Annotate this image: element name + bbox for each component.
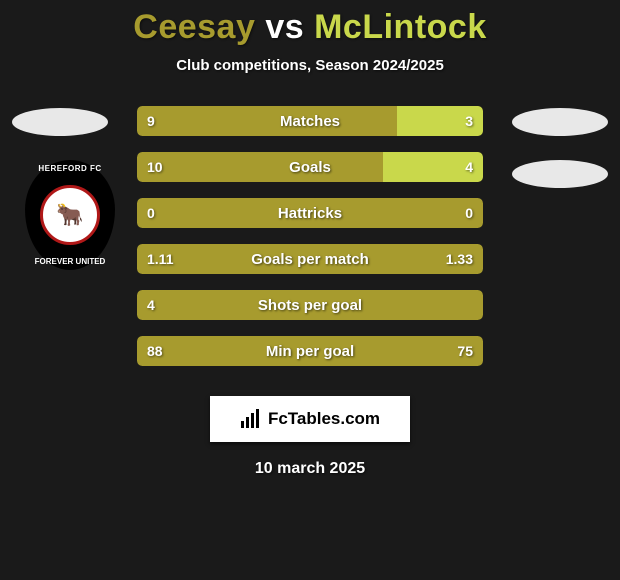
club-crest: HEREFORD FC 🐂 FOREVER UNITED	[25, 160, 115, 270]
stat-label: Shots per goal	[137, 290, 483, 320]
stat-row: 8875Min per goal	[137, 336, 483, 366]
comparison-stage: HEREFORD FC 🐂 FOREVER UNITED 93Matches 10…	[0, 94, 620, 394]
player1-name: Ceesay	[133, 8, 255, 46]
player1-placeholder-ellipse	[12, 108, 108, 136]
crest-top-text: HEREFORD FC	[25, 164, 115, 173]
crest-shield: HEREFORD FC 🐂 FOREVER UNITED	[25, 160, 115, 270]
stat-label: Min per goal	[137, 336, 483, 366]
date-text: 10 march 2025	[0, 460, 620, 478]
comparison-title: Ceesay vs McLintock	[0, 0, 620, 47]
stat-label: Goals	[137, 152, 483, 182]
player2-placeholder-ellipse-2	[512, 160, 608, 188]
vs-text: vs	[265, 8, 304, 46]
stat-label: Matches	[137, 106, 483, 136]
stat-label: Goals per match	[137, 244, 483, 274]
stat-row: 4Shots per goal	[137, 290, 483, 320]
subtitle: Club competitions, Season 2024/2025	[0, 57, 620, 74]
stat-label: Hattricks	[137, 198, 483, 228]
stat-bars: 93Matches 104Goals 00Hattricks 1.111.33Goal…	[137, 106, 483, 382]
stat-row: 104Goals	[137, 152, 483, 182]
brand-chart-icon	[240, 409, 262, 429]
player2-placeholder-ellipse-1	[512, 108, 608, 136]
crest-inner-circle: 🐂	[40, 185, 100, 245]
brand-box: FcTables.com	[210, 396, 410, 442]
stat-row: 1.111.33Goals per match	[137, 244, 483, 274]
brand-text: FcTables.com	[268, 409, 380, 429]
crest-emblem-icon: 🐂	[56, 202, 83, 228]
stat-row: 00Hattricks	[137, 198, 483, 228]
stat-row: 93Matches	[137, 106, 483, 136]
crest-bottom-text: FOREVER UNITED	[25, 257, 115, 266]
player2-name: McLintock	[314, 8, 487, 46]
